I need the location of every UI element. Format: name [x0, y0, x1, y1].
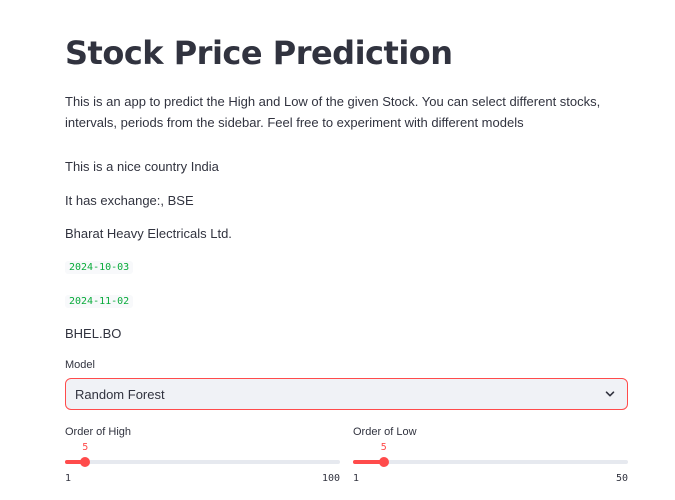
- country-text: This is a nice country India: [65, 159, 219, 174]
- order-high-min: 1: [65, 473, 72, 484]
- page-description: This is an app to predict the High and L…: [65, 94, 601, 130]
- model-select-label: Model: [65, 359, 95, 371]
- order-low-thumb[interactable]: [378, 457, 389, 467]
- order-low-value: 5: [380, 442, 387, 453]
- order-low-max: 50: [615, 473, 628, 484]
- order-high-slider[interactable]: 5 1 100: [65, 440, 340, 486]
- model-select-value: Random Forest: [75, 387, 165, 402]
- ticker-text: BHEL.BO: [65, 326, 122, 341]
- order-high-track[interactable]: [65, 460, 340, 464]
- order-low-min: 1: [353, 473, 360, 484]
- order-low-track-fill: [353, 460, 384, 464]
- order-high-value: 5: [82, 442, 89, 453]
- start-date-code: 2024-10-03: [65, 261, 134, 274]
- order-low-track[interactable]: [353, 460, 628, 464]
- end-date-code: 2024-11-02: [65, 295, 134, 308]
- company-name-text: Bharat Heavy Electricals Ltd.: [65, 226, 232, 241]
- order-low-label: Order of Low: [353, 426, 417, 438]
- model-select[interactable]: Random Forest: [65, 378, 628, 410]
- order-high-label: Order of High: [65, 426, 132, 438]
- chevron-down-icon: [605, 391, 615, 397]
- order-low-slider[interactable]: 5 1 50: [353, 440, 628, 486]
- order-high-thumb[interactable]: [80, 457, 91, 467]
- page-title: Stock Price Prediction: [65, 34, 453, 72]
- order-high-track-fill: [65, 460, 86, 464]
- exchange-text: It has exchange:, BSE: [65, 193, 194, 208]
- order-high-max: 100: [321, 473, 340, 484]
